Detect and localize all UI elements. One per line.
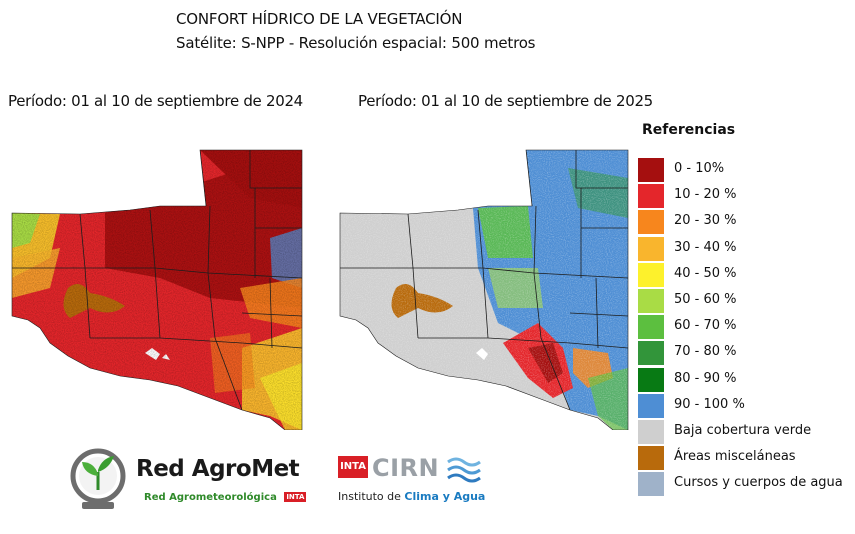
inta-mini-badge: INTA xyxy=(284,492,307,502)
agromet-subtitle: Red Agrometeorológica INTA xyxy=(144,492,307,503)
legend-swatch xyxy=(638,367,664,392)
map-title: CONFORT HÍDRICO DE LA VEGETACIÓN xyxy=(176,10,463,28)
globe-seedling-icon xyxy=(70,448,126,509)
legend-swatch xyxy=(638,420,664,444)
cirn-subtitle: Instituto de Clima y Agua xyxy=(338,490,486,503)
legend-label: Áreas misceláneas xyxy=(674,449,796,465)
map-2024 xyxy=(11,149,303,430)
legend-swatch xyxy=(638,341,664,366)
legend-label: 10 - 20 % xyxy=(674,187,737,203)
inta-cirn-logo: INTA CIRN Instituto de Clima y Agua xyxy=(338,452,498,514)
legend-swatch xyxy=(638,158,664,182)
water-waves-icon xyxy=(447,457,481,483)
legend-swatch xyxy=(638,210,664,235)
period-label-2024: Período: 01 al 10 de septiembre de 2024 xyxy=(8,92,303,110)
legend-label: 0 - 10% xyxy=(674,161,725,176)
red-agromet-logo: Red AgroMet Red Agrometeorológica INTA xyxy=(68,446,308,516)
cirn-name: CIRN xyxy=(372,454,440,482)
period-label-2025: Período: 01 al 10 de septiembre de 2025 xyxy=(358,92,653,110)
legend-label: 30 - 40 % xyxy=(674,239,737,255)
map-2025 xyxy=(339,149,629,430)
legend-label: 80 - 90 % xyxy=(674,370,737,386)
legend-label: 50 - 60 % xyxy=(674,292,737,307)
legend-swatch xyxy=(638,236,664,261)
inta-badge: INTA xyxy=(338,456,368,478)
legend-title: Referencias xyxy=(642,122,736,138)
legend-label: 40 - 50 % xyxy=(674,265,737,281)
legend-label: 70 - 80 % xyxy=(674,344,737,360)
legend-swatch xyxy=(638,472,664,497)
legend-label: 60 - 70 % xyxy=(674,318,737,334)
legend-swatch xyxy=(638,393,664,418)
legend-swatch xyxy=(638,184,664,209)
legend-swatch xyxy=(638,315,664,340)
legend-swatch xyxy=(638,446,664,471)
map-subtitle: Satélite: S-NPP - Resolución espacial: 5… xyxy=(176,34,536,52)
legend-label: 20 - 30 % xyxy=(674,213,737,229)
legend-label: 90 - 100 % xyxy=(674,396,745,412)
legend-label: Baja cobertura verde xyxy=(674,423,812,438)
legend-label: Cursos y cuerpos de agua xyxy=(674,475,843,491)
legend-swatch xyxy=(638,262,664,287)
agromet-name: Red AgroMet xyxy=(136,456,300,482)
legend-swatch xyxy=(638,289,664,313)
